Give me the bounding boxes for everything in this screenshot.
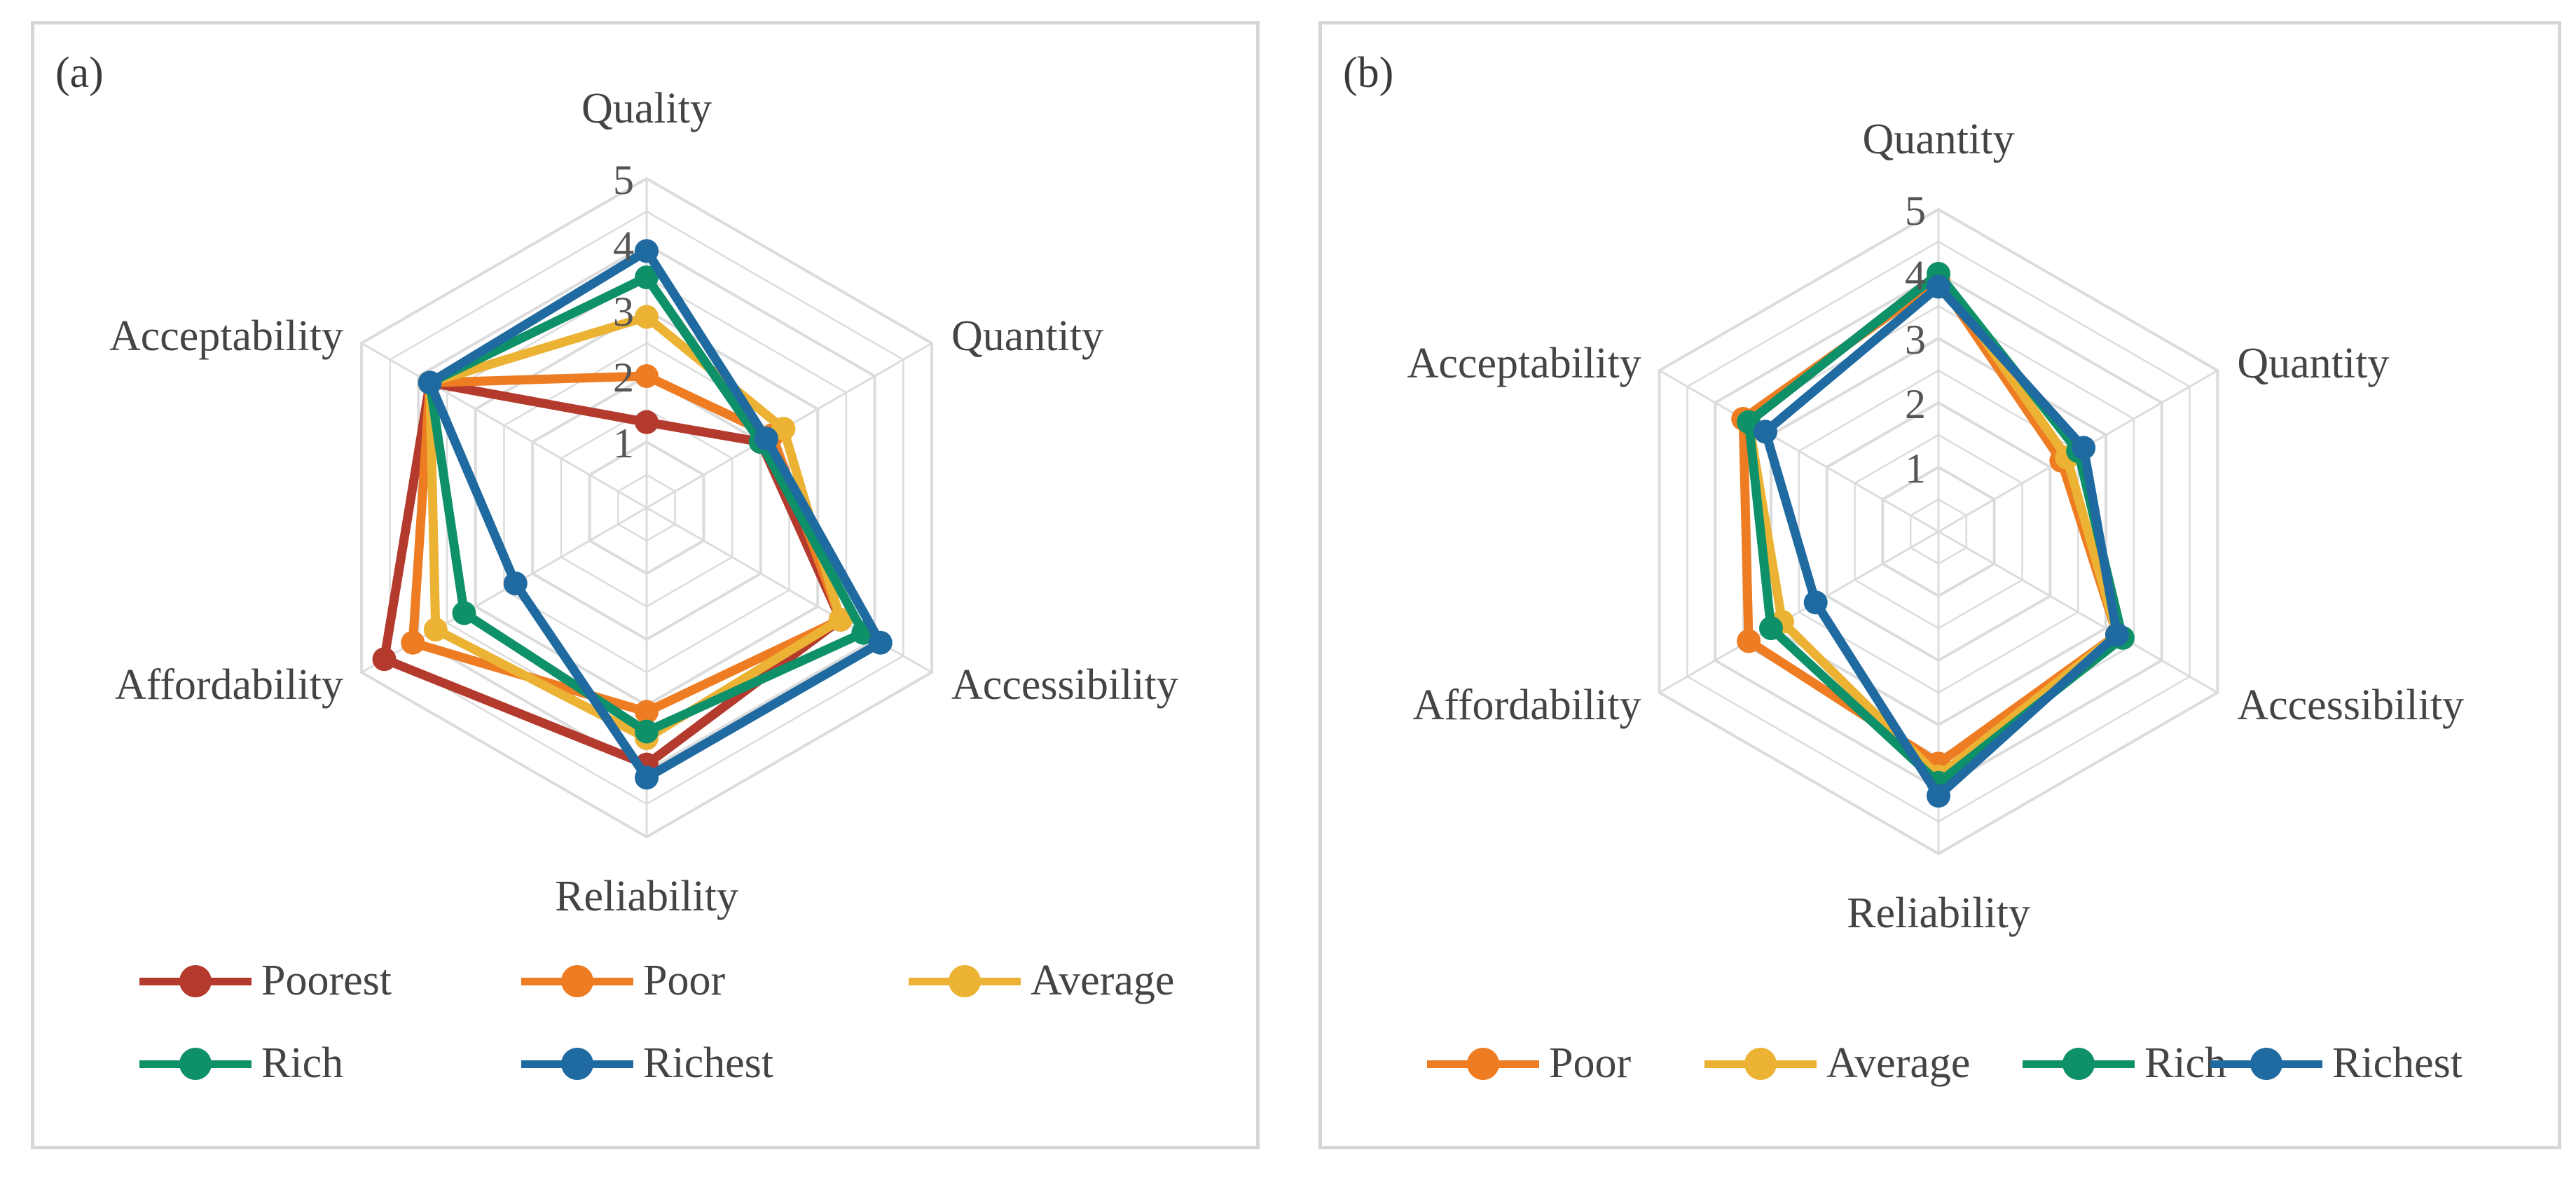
legend-label: Poorest <box>261 957 392 1004</box>
data-point <box>2105 623 2129 647</box>
data-point <box>635 765 659 790</box>
legend-swatch <box>2023 1043 2135 1085</box>
axis-label: Reliability <box>555 873 738 920</box>
legend-item-poor: Poor <box>1427 1039 1631 1088</box>
series-line <box>1744 269 2122 782</box>
data-point <box>401 630 425 655</box>
grid-spoke <box>1658 369 1939 533</box>
grid-spoke <box>1938 530 2219 694</box>
series-richest <box>418 239 893 790</box>
tick-label: 4 <box>613 223 634 269</box>
radar-chart-b: Quantity Quantity Accessibility Reliability… <box>1407 116 2464 937</box>
legend-item-richest: Richest <box>521 1039 773 1088</box>
legend-item-poor: Poor <box>521 956 725 1006</box>
axis-label: Acceptability <box>109 312 343 360</box>
chart-panel-a: (a) Quality Quantity Accessibility Reliabil… <box>31 21 1260 1149</box>
legend-label: Average <box>1826 1039 1971 1087</box>
legend-swatch-dot <box>1744 1047 1777 1080</box>
legend-label: Rich <box>261 1039 344 1087</box>
legend-swatch <box>139 1043 252 1085</box>
axis-label: Accessibility <box>2237 681 2464 729</box>
data-point <box>828 607 853 632</box>
series-richest <box>1754 275 2129 808</box>
legend-label: Average <box>1031 957 1175 1004</box>
data-point <box>1803 590 1828 615</box>
axis-label: Quantity <box>1863 116 2015 163</box>
legend-swatch-dot <box>561 1047 593 1080</box>
axis-label: Accessibility <box>951 661 1178 709</box>
data-point <box>1927 784 1950 808</box>
legend-swatch-dot <box>2250 1047 2282 1080</box>
tick-label: 3 <box>613 289 634 335</box>
legend-swatch-dot <box>179 964 212 997</box>
legend-swatch-dot <box>1467 1047 1499 1080</box>
data-point <box>635 305 659 329</box>
legend-swatch-dot <box>179 1047 212 1080</box>
radar-chart-a: Quality Quantity Accessibility Reliability A… <box>109 85 1178 920</box>
legend-item-rich: Rich <box>139 1039 343 1088</box>
data-point <box>418 370 442 395</box>
axis-labels: Quantity Quantity Accessibility Reliability… <box>1407 116 2464 937</box>
data-point <box>1758 616 1783 640</box>
axis-labels: Quality Quantity Accessibility Reliability A… <box>109 85 1178 920</box>
legend-label: Poor <box>643 957 726 1004</box>
legend-item-average: Average <box>1704 1039 1970 1088</box>
data-point <box>1927 275 1950 299</box>
data-point <box>423 617 448 642</box>
legend-item-poorest: Poorest <box>139 956 392 1006</box>
legend-swatch-dot <box>561 964 593 997</box>
chart-panel-b: (b) Quantity Quantity Accessibility Reliabi… <box>1318 21 2561 1149</box>
legend-swatch-dot <box>949 964 981 997</box>
data-point <box>1754 420 1778 444</box>
axis-label: Quantity <box>951 312 1103 360</box>
data-point <box>754 427 778 451</box>
tick-labels: 1 2 3 4 5 <box>613 157 634 466</box>
tick-label: 2 <box>613 354 634 401</box>
legend-swatch <box>2210 1043 2322 1085</box>
legend-item-richest: Richest <box>2210 1039 2463 1088</box>
data-point <box>868 630 893 655</box>
grid-spoke <box>361 342 647 509</box>
legend-label: Richest <box>643 1039 773 1087</box>
tick-label: 1 <box>1905 445 1926 492</box>
tick-label: 5 <box>613 157 634 203</box>
legend-swatch-dot <box>2062 1047 2095 1080</box>
axis-label: Quantity <box>2237 340 2389 387</box>
data-point <box>635 265 659 289</box>
axis-label: Affordability <box>115 661 343 709</box>
panel-label-a: (a) <box>55 49 104 97</box>
data-point <box>503 571 528 596</box>
data-point <box>452 601 476 625</box>
legend-item-rich: Rich <box>2023 1039 2226 1088</box>
data-point <box>1737 629 1761 653</box>
legend-swatch <box>521 1043 633 1085</box>
panel-label-b: (b) <box>1343 49 1394 97</box>
legend-item-average: Average <box>909 956 1174 1006</box>
legend-swatch <box>1704 1043 1817 1085</box>
tick-label: 5 <box>1905 188 1926 234</box>
tick-label: 2 <box>1905 381 1926 427</box>
legend-swatch <box>909 960 1021 1002</box>
legend-label: Poor <box>1549 1039 1632 1087</box>
axis-label: Acceptability <box>1407 340 1641 387</box>
tick-labels: 1 2 3 4 5 <box>1905 188 1926 492</box>
axis-label: Affordability <box>1413 681 1641 729</box>
data-point <box>372 647 397 672</box>
grid-spoke <box>1658 530 1939 694</box>
axis-label: Reliability <box>1847 889 2030 937</box>
legend-label: Richest <box>2332 1039 2463 1087</box>
data-point <box>635 410 659 434</box>
tick-label: 4 <box>1905 252 1926 298</box>
data-point <box>635 239 659 263</box>
data-point <box>635 700 659 724</box>
data-point <box>2072 436 2096 460</box>
legend-swatch <box>521 960 633 1002</box>
legend-swatch <box>1427 1043 1539 1085</box>
data-point <box>635 364 659 388</box>
tick-label: 1 <box>613 420 634 466</box>
data-point <box>635 719 659 744</box>
axis-label: Quality <box>581 85 712 132</box>
tick-label: 3 <box>1905 317 1926 363</box>
legend-swatch <box>139 960 252 1002</box>
